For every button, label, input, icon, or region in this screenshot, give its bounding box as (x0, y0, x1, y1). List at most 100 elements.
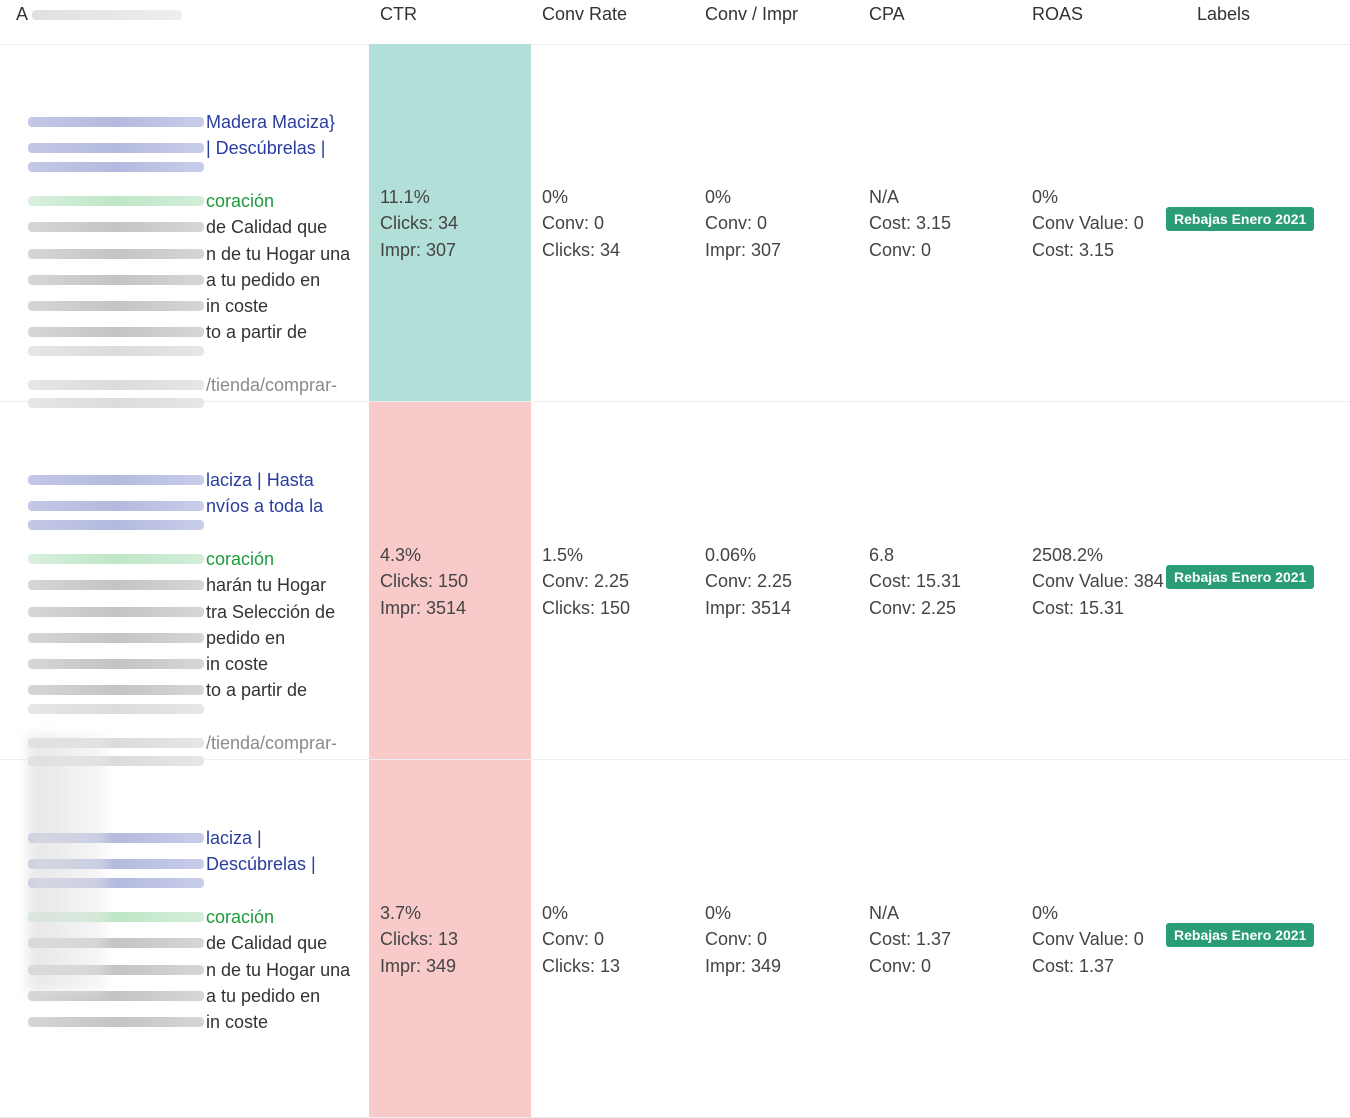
ctr-impr: Impr: 349 (380, 955, 457, 976)
redacted-text (28, 248, 204, 259)
table-row: laciza | Hasta nvíos a toda la coración ha… (0, 402, 1350, 767)
redacted-header-text (32, 10, 182, 20)
label-badge[interactable]: Rebajas Enero 2021 (1166, 923, 1315, 947)
ctr-pct: 11.1% (380, 187, 430, 207)
ad-text-fragment: a tu pedido en (206, 269, 321, 290)
ad-text-fragment: de Calidad que (206, 933, 328, 954)
column-header-roas[interactable]: ROAS (1032, 4, 1084, 24)
ad-text-line: harán tu Hogar (28, 572, 326, 598)
table-row: laciza | Descúbrelas | coración de Calidad … (0, 760, 1350, 1118)
ad-text-fragment[interactable]: laciza | (206, 828, 262, 848)
redacted-text (28, 703, 204, 714)
roas-value: Cost: 15.31 (1032, 597, 1125, 618)
redacted-text (28, 161, 204, 172)
roas-value: 0% (1032, 903, 1059, 923)
ad-text-fragment: to a partir de (206, 680, 308, 701)
ad-text-line: a tu pedido en (28, 983, 320, 1009)
ctr-impr: Impr: 307 (380, 239, 457, 260)
ad-text-line (28, 519, 206, 530)
ad-text-line: coración (28, 546, 274, 572)
ad-text-fragment[interactable]: | Descúbrelas | (206, 138, 326, 159)
cpa-value: Cost: 15.31 (869, 571, 962, 592)
ad-text-fragment: tra Selección de (206, 601, 336, 622)
ad-preview-cell: laciza | Hasta nvíos a toda la coración ha… (0, 402, 369, 767)
ad-text-line: Descúbrelas | (28, 851, 316, 877)
ad-text-fragment[interactable]: nvíos a toda la (206, 496, 324, 517)
redacted-text (28, 475, 204, 485)
ad-text-line: laciza | (28, 825, 262, 851)
redacted-text (28, 117, 204, 127)
redacted-text (28, 222, 204, 233)
ad-text-fragment: /tienda/comprar- (206, 375, 338, 395)
ad-text-fragment[interactable]: Madera Maciza} (206, 112, 336, 132)
column-header-labels[interactable]: Labels (1197, 4, 1251, 24)
label-badge[interactable]: Rebajas Enero 2021 (1166, 565, 1315, 589)
ad-text-fragment: in coste (206, 296, 269, 317)
ctr-clicks: Clicks: 150 (380, 571, 469, 592)
redacted-text (28, 553, 204, 564)
roas-value: Cost: 3.15 (1032, 239, 1115, 260)
ad-text-line: a tu pedido en (28, 267, 320, 293)
table-row: Madera Maciza} | Descúbrelas | coración de … (0, 44, 1350, 409)
conv-rate-value: Clicks: 13 (542, 955, 621, 976)
conv-impr-metric: 0.06% Conv: 2.25 Impr: 3514 (705, 542, 792, 621)
roas-value: 0% (1032, 187, 1059, 207)
ad-text-line: to a partir de (28, 677, 307, 703)
conv-rate-value: 1.5% (542, 545, 584, 565)
redacted-text (28, 606, 204, 617)
ad-text-line: in coste (28, 651, 268, 677)
ad-text-fragment: de Calidad que (206, 217, 328, 238)
conv-rate-value: Clicks: 34 (542, 239, 621, 260)
redacted-text (28, 501, 204, 512)
redacted-text (28, 938, 204, 949)
roas-value: Cost: 1.37 (1032, 955, 1115, 976)
roas-metric: 0% Conv Value: 0 Cost: 1.37 (1032, 900, 1144, 979)
conv-rate-value: 0% (542, 903, 569, 923)
cpa-value: Conv: 0 (869, 955, 932, 976)
column-header-ad[interactable]: A (16, 4, 29, 24)
ctr-metric: 3.7% Clicks: 13 Impr: 349 (380, 900, 458, 979)
redacted-text (28, 274, 204, 285)
ad-text-fragment: coración (206, 548, 275, 569)
conv-rate-value: 0% (542, 187, 569, 207)
ad-text-line (28, 703, 206, 714)
conv-impr-value: Conv: 0 (705, 213, 768, 234)
conv-impr-value: Impr: 3514 (705, 597, 792, 618)
ad-text-line: de Calidad que (28, 930, 327, 956)
column-header-conv-impr[interactable]: Conv / Impr (705, 4, 799, 24)
conv-impr-value: Conv: 0 (705, 929, 768, 950)
ad-preview-cell: Madera Maciza} | Descúbrelas | coración de … (0, 44, 369, 409)
redacted-text (28, 990, 204, 1001)
redacted-text (28, 327, 204, 338)
conv-impr-value: Impr: 349 (705, 955, 782, 976)
redacted-text (28, 195, 204, 206)
redacted-text (28, 738, 204, 748)
redacted-text (28, 756, 204, 767)
ctr-cell: 3.7% Clicks: 13 Impr: 349 (369, 760, 531, 1117)
column-header-cpa[interactable]: CPA (869, 4, 905, 24)
ad-text-fragment[interactable]: laciza | Hasta (206, 470, 314, 490)
conv-impr-metric: 0% Conv: 0 Impr: 307 (705, 184, 781, 263)
column-header-ctr[interactable]: CTR (380, 4, 417, 24)
ctr-metric: 11.1% Clicks: 34 Impr: 307 (380, 184, 458, 263)
roas-value: Conv Value: 384 (1032, 571, 1164, 592)
ad-text-fragment[interactable]: Descúbrelas | (206, 854, 316, 875)
ad-text-fragment: /tienda/comprar- (206, 733, 338, 753)
ctr-clicks: Clicks: 34 (380, 213, 459, 234)
cpa-metric: N/A Cost: 1.37 Conv: 0 (869, 900, 951, 979)
column-header-conv-rate[interactable]: Conv Rate (542, 4, 628, 24)
redacted-text (28, 143, 204, 154)
ctr-pct: 4.3% (380, 545, 422, 565)
ad-text-fragment: pedido en (206, 627, 286, 648)
ad-text-line: laciza | Hasta (28, 467, 314, 493)
redacted-text (28, 345, 204, 356)
ad-text-fragment: in coste (206, 1012, 269, 1033)
ad-text-line: to a partir de (28, 319, 307, 345)
ad-text-fragment: to a partir de (206, 322, 308, 343)
ad-text-line: Madera Maciza} (28, 109, 335, 135)
label-badge[interactable]: Rebajas Enero 2021 (1166, 207, 1315, 231)
ad-text-line: in coste (28, 293, 268, 319)
cpa-metric: N/A Cost: 3.15 Conv: 0 (869, 184, 951, 263)
cpa-value: 6.8 (869, 545, 895, 565)
ad-text-fragment: in coste (206, 654, 269, 675)
